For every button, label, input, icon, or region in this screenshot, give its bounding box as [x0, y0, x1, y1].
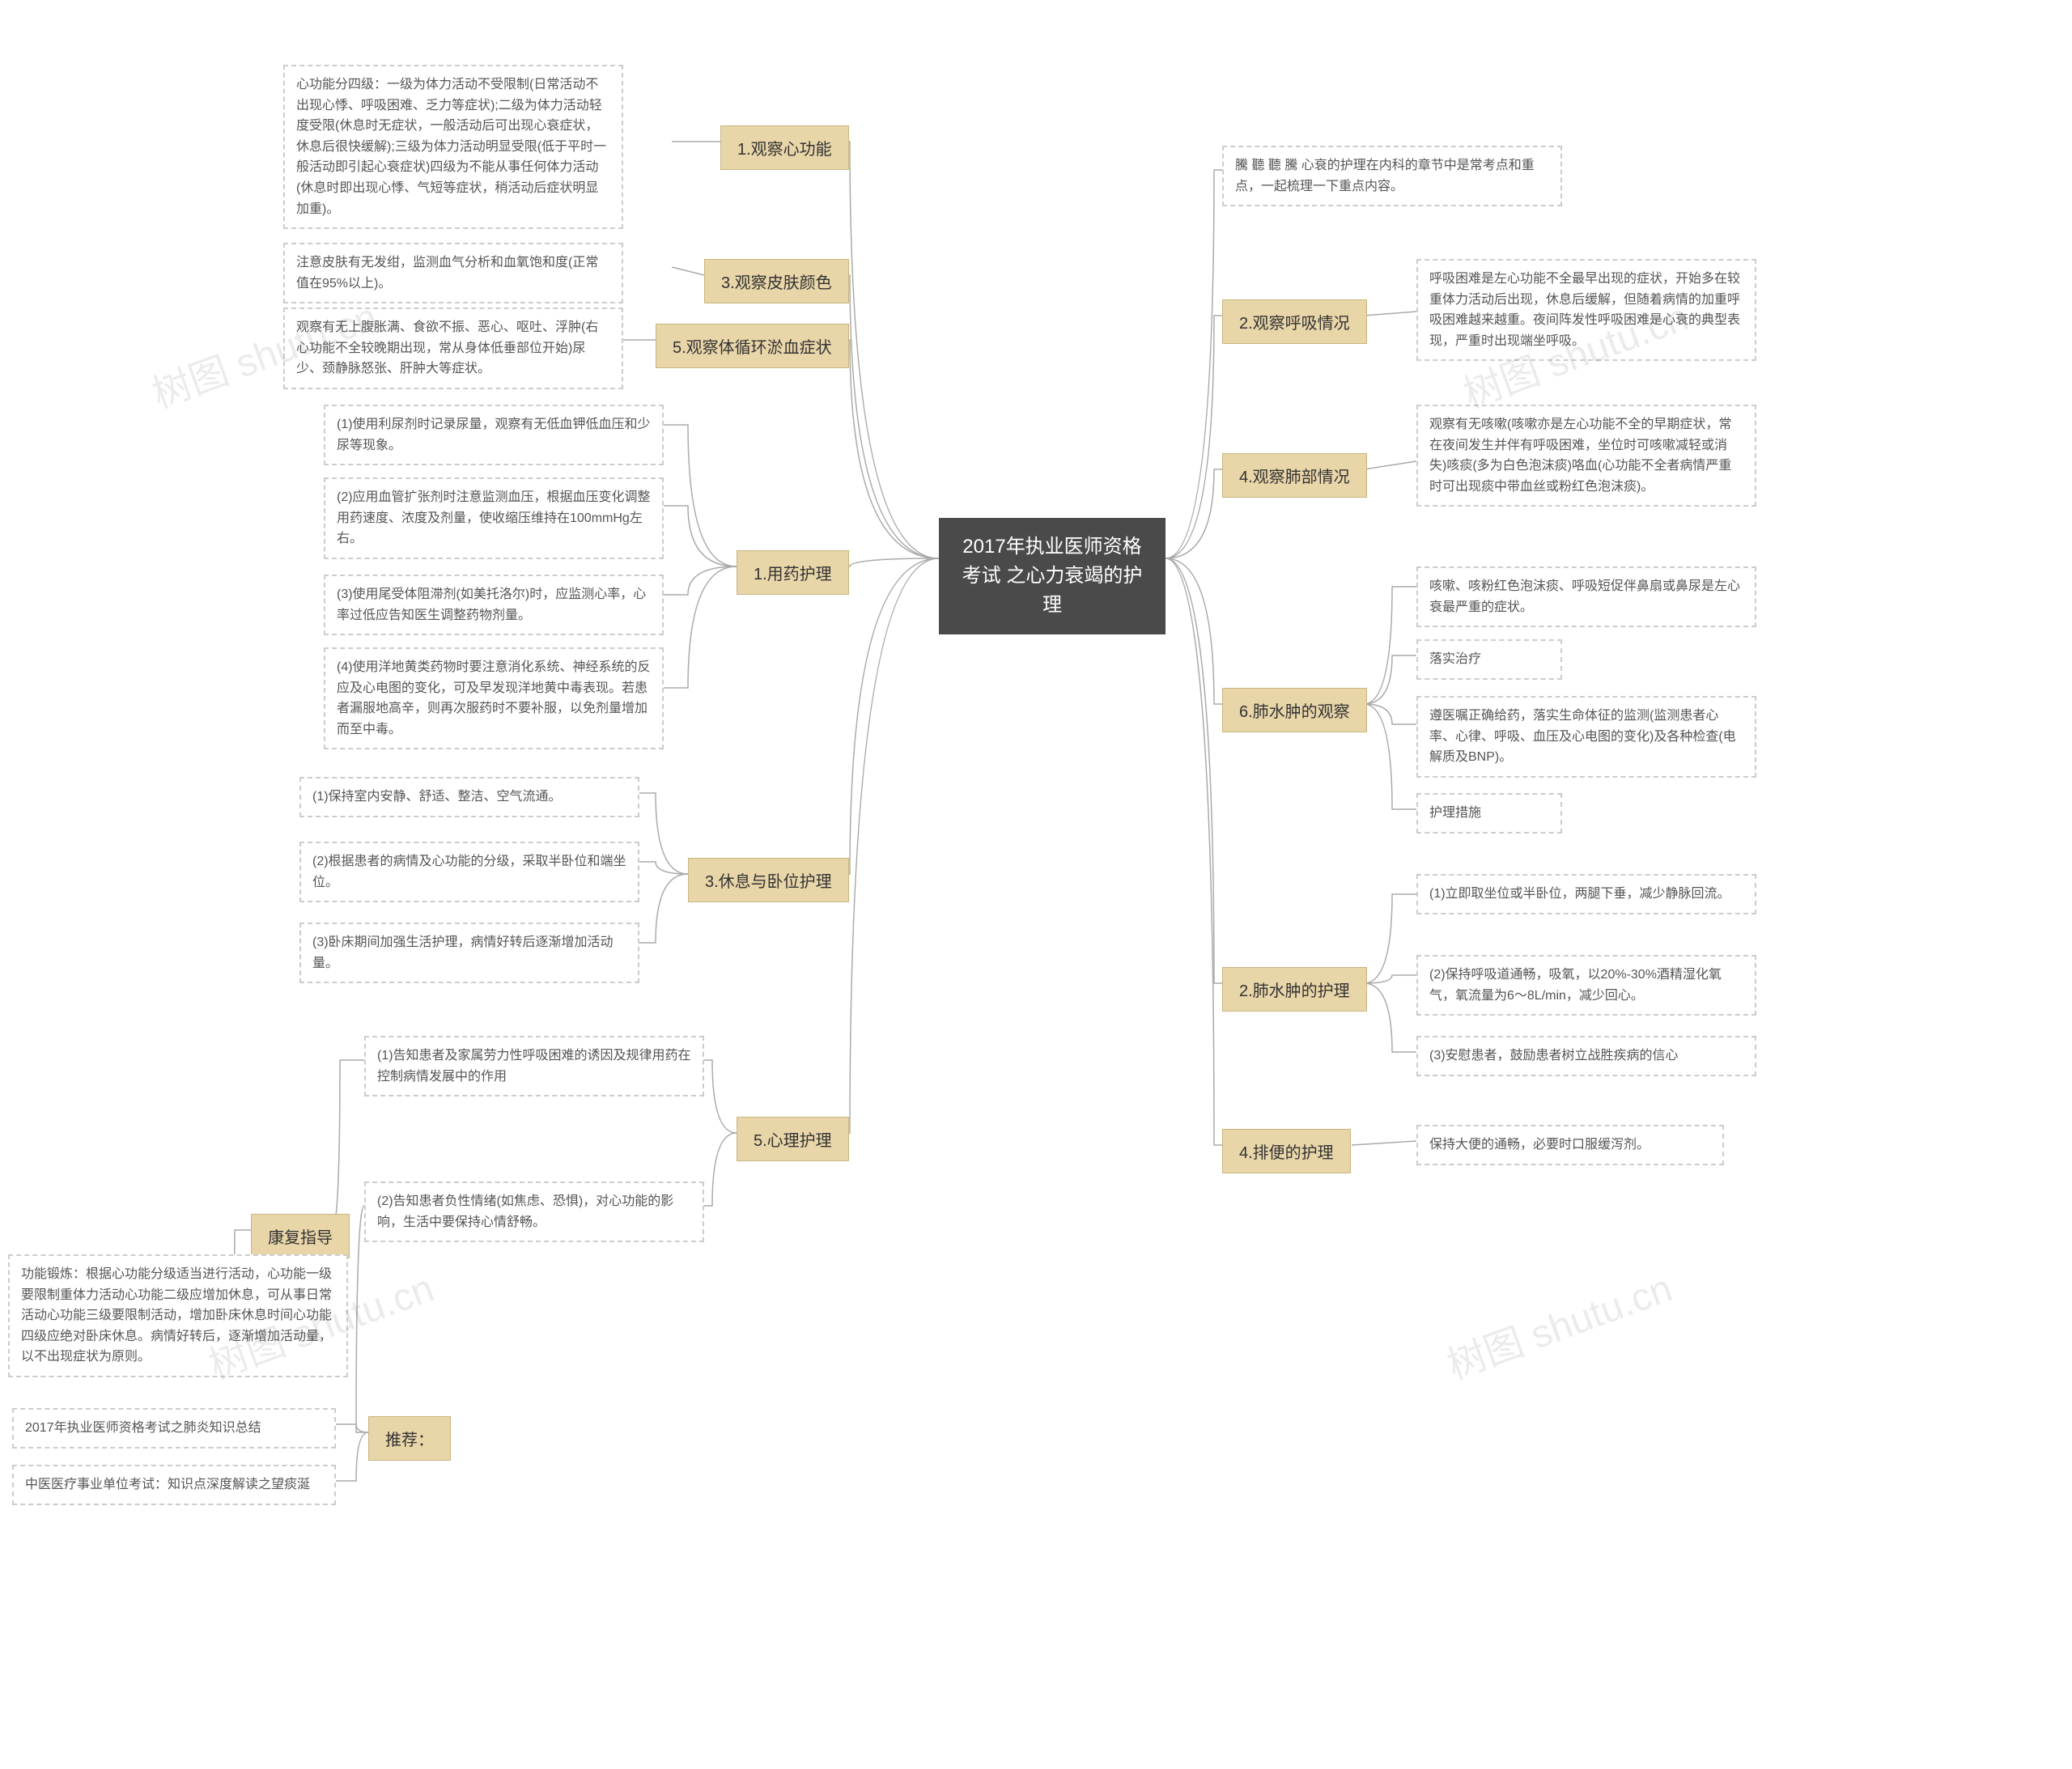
topic-node-right-4[interactable]: 2.肺水肿的护理: [1222, 967, 1367, 1012]
topic-node-right-3[interactable]: 6.肺水肿的观察: [1222, 688, 1367, 732]
topic-node-left-1[interactable]: 3.观察皮肤颜色: [704, 259, 849, 303]
extra-detail-3: 2017年执业医师资格考试之肺炎知识总结: [12, 1408, 336, 1449]
topic-node-left-3[interactable]: 1.用药护理: [737, 550, 849, 595]
detail-node-left-3-1: (2)应用血管扩张剂时注意监测血压，根据血压变化调整用药速度、浓度及剂量，使收缩…: [324, 477, 664, 559]
detail-node-left-4-0: (1)保持室内安静、舒适、整洁、空气流通。: [299, 777, 639, 817]
extra-topic-2[interactable]: 推荐：: [368, 1416, 451, 1461]
topic-node-left-4[interactable]: 3.休息与卧位护理: [688, 858, 849, 902]
topic-node-left-0[interactable]: 1.观察心功能: [720, 125, 849, 170]
watermark: 树图 shutu.cn: [1438, 1256, 1679, 1389]
topic-node-left-2[interactable]: 5.观察体循环淤血症状: [656, 324, 849, 368]
detail-node-right-2-0: 观察有无咳嗽(咳嗽亦是左心功能不全的早期症状，常在夜间发生并伴有呼吸困难，坐位时…: [1416, 405, 1756, 507]
detail-node-left-2-0: 观察有无上腹胀满、食欲不振、恶心、呕吐、浮肿(右心功能不全较晚期出现，常从身体低…: [283, 308, 623, 389]
detail-node-right-4-0: (1)立即取坐位或半卧位，两腿下垂，减少静脉回流。: [1416, 874, 1756, 914]
detail-node-right-3-1: 落实治疗: [1416, 639, 1562, 680]
detail-node-left-3-3: (4)使用洋地黄类药物时要注意消化系统、神经系统的反应及心电图的变化，可及早发现…: [324, 647, 664, 749]
detail-node-left-0-0: 心功能分四级：一级为体力活动不受限制(日常活动不出现心悸、呼吸困难、乏力等症状)…: [283, 65, 623, 229]
topic-node-right-2[interactable]: 4.观察肺部情况: [1222, 453, 1367, 498]
extra-topic-0[interactable]: 康复指导: [251, 1214, 350, 1258]
detail-node-right-3-2: 遵医嘱正确给药，落实生命体征的监测(监测患者心率、心律、呼吸、血压及心电图的变化…: [1416, 696, 1756, 778]
center-title: 2017年执业医师资格考试 之心力衰竭的护理: [962, 536, 1143, 616]
detail-node-right-3-0: 咳嗽、咳粉红色泡沫痰、呼吸短促伴鼻扇或鼻尿是左心衰最严重的症状。: [1416, 566, 1756, 627]
topic-node-left-5[interactable]: 5.心理护理: [737, 1117, 849, 1161]
detail-node-right-3-3: 护理措施: [1416, 793, 1562, 834]
detail-node-right-4-1: (2)保持呼吸道通畅，吸氧，以20%-30%酒精湿化氧气，氧流量为6～8L/mi…: [1416, 955, 1756, 1016]
detail-node-right-4-2: (3)安慰患者，鼓励患者树立战胜疾病的信心: [1416, 1036, 1756, 1076]
topic-node-right-1[interactable]: 2.观察呼吸情况: [1222, 299, 1367, 344]
extra-detail-1: 功能锻炼：根据心功能分级适当进行活动，心功能一级要限制重体力活动心功能二级应增加…: [8, 1254, 348, 1377]
extra-detail-4: 中医医疗事业单位考试：知识点深度解读之望痰涎: [12, 1465, 336, 1505]
center-node: 2017年执业医师资格考试 之心力衰竭的护理: [939, 518, 1166, 634]
detail-node-left-4-2: (3)卧床期间加强生活护理，病情好转后逐渐增加活动量。: [299, 923, 639, 983]
detail-node-right-0-0: 騰 聽 聽 騰 心衰的护理在内科的章节中是常考点和重点，一起梳理一下重点内容。: [1222, 146, 1562, 206]
topic-node-right-5[interactable]: 4.排便的护理: [1222, 1129, 1351, 1173]
detail-node-right-5-0: 保持大便的通畅，必要时口服缓泻剂。: [1416, 1125, 1724, 1165]
detail-node-right-1-0: 呼吸困难是左心功能不全最早出现的症状，开始多在较重体力活动后出现，休息后缓解，但…: [1416, 259, 1756, 361]
detail-node-left-3-0: (1)使用利尿剂时记录尿量，观察有无低血钾低血压和少尿等现象。: [324, 405, 664, 465]
detail-node-left-5-1: (2)告知患者负性情绪(如焦虑、恐惧)，对心功能的影响，生活中要保持心情舒畅。: [364, 1181, 704, 1242]
detail-node-left-5-0: (1)告知患者及家属劳力性呼吸困难的诱因及规律用药在控制病情发展中的作用: [364, 1036, 704, 1097]
detail-node-left-4-1: (2)根据患者的病情及心功能的分级，采取半卧位和端坐位。: [299, 842, 639, 902]
detail-node-left-3-2: (3)使用尾受体阻滞剂(如美托洛尔)时，应监测心率，心率过低应告知医生调整药物剂…: [324, 575, 664, 635]
detail-node-left-1-0: 注意皮肤有无发绀，监测血气分析和血氧饱和度(正常值在95%以上)。: [283, 243, 623, 303]
